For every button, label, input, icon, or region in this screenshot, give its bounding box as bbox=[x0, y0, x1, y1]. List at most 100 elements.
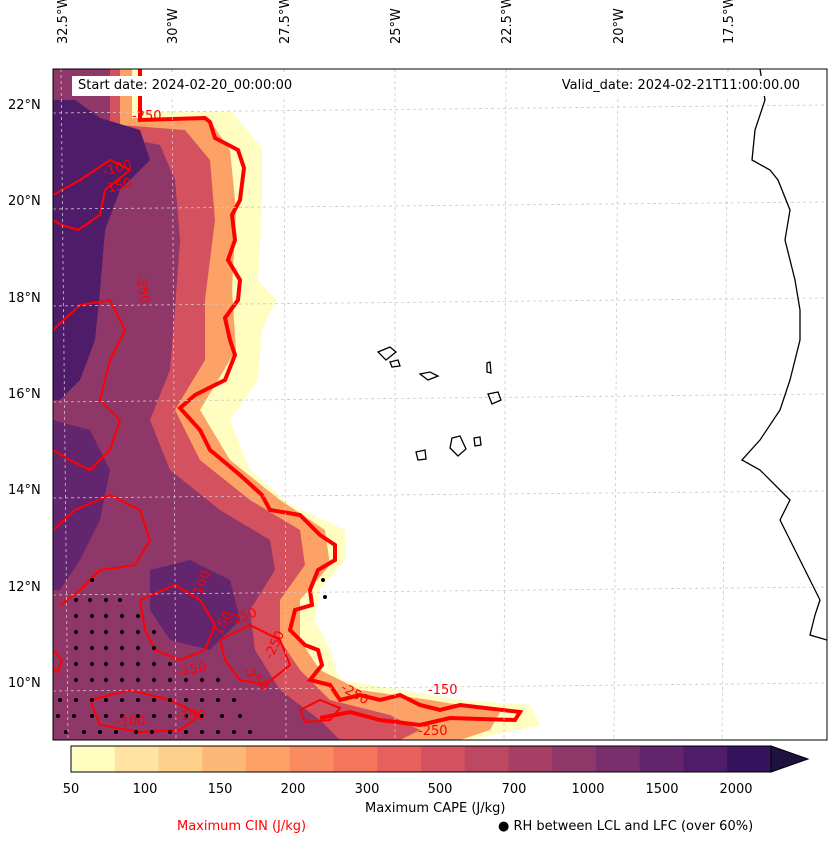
cin-contour bbox=[88, 688, 202, 734]
colorbar-cell bbox=[289, 746, 334, 772]
colorbar-tick: 2000 bbox=[719, 782, 753, 797]
lat-label: 14°N bbox=[8, 483, 41, 498]
rh-stipple-dot bbox=[74, 614, 78, 618]
rh-stipple-dot bbox=[248, 730, 252, 734]
rh-stipple-dot bbox=[321, 578, 325, 582]
rh-stipple-dot bbox=[216, 730, 220, 734]
cape-field-very-high bbox=[150, 560, 240, 650]
rh-stipple-dot bbox=[152, 646, 156, 650]
cin-contour-label: -250 bbox=[132, 109, 162, 124]
cin-contour-label: -150 bbox=[176, 709, 206, 724]
colorbar-tick: 100 bbox=[132, 782, 158, 797]
map-frame bbox=[52, 68, 828, 741]
rh-stipple-dot bbox=[74, 598, 78, 602]
colorbar-label: Maximum CAPE (J/kg) bbox=[365, 801, 506, 816]
start-date-label: Start date: 2024-02-20_00:00:00 bbox=[72, 76, 299, 96]
colorbar-tick: 700 bbox=[501, 782, 527, 797]
rh-stipple-dot bbox=[134, 730, 138, 734]
rh-stipple-dot bbox=[232, 698, 236, 702]
rh-stipple-dot bbox=[74, 662, 78, 666]
lat-label: 20°N bbox=[8, 194, 41, 209]
rh-stipple-dot bbox=[74, 678, 78, 682]
rh-stipple-dot bbox=[184, 678, 188, 682]
colorbar-tick: 50 bbox=[62, 782, 80, 797]
rh-stipple-dot bbox=[152, 630, 156, 634]
rh-stipple-dot bbox=[184, 714, 188, 718]
cape-field-very-high bbox=[53, 100, 150, 400]
rh-stipple-dot bbox=[120, 614, 124, 618]
cin-contour-label: -100 bbox=[101, 158, 133, 180]
cin-contour bbox=[53, 493, 152, 606]
colorbar-cell bbox=[158, 746, 203, 772]
rh-stipple-dot bbox=[98, 730, 102, 734]
cin-contour-label: -150 bbox=[176, 660, 208, 680]
rh-stipple-dot bbox=[152, 662, 156, 666]
colorbar-cell bbox=[639, 746, 684, 772]
colorbar-frame bbox=[70, 745, 772, 773]
colorbar-cell bbox=[333, 746, 378, 772]
rh-stipple-dot bbox=[104, 698, 108, 702]
rh-stipple-dot bbox=[104, 614, 108, 618]
rh-stipple-dot bbox=[74, 630, 78, 634]
cape-field-high bbox=[53, 69, 340, 740]
rh-stipple-dot bbox=[90, 678, 94, 682]
rh-stipple-dot bbox=[104, 714, 108, 718]
rh-stipple-dot bbox=[200, 698, 204, 702]
colorbar-cell bbox=[202, 746, 247, 772]
rh-stipple-dot bbox=[90, 698, 94, 702]
rh-stipple-dot bbox=[152, 714, 156, 718]
rh-stipple-dot bbox=[152, 698, 156, 702]
colorbar-tick: 300 bbox=[354, 782, 380, 797]
valid-date-label: Valid_date: 2024-02-21T11:00:00.00 bbox=[555, 76, 806, 96]
rh-stipple-dot bbox=[120, 714, 124, 718]
rh-stipple-dot bbox=[200, 678, 204, 682]
rh-stipple-dot bbox=[104, 598, 108, 602]
colorbar-cell bbox=[552, 746, 597, 772]
rh-stipple-dot bbox=[168, 662, 172, 666]
rh-stipple-dot bbox=[220, 714, 224, 718]
rh-stipple-dot bbox=[168, 698, 172, 702]
colorbar-cell bbox=[71, 746, 116, 772]
rh-stipple-dot bbox=[74, 698, 78, 702]
colorbar-cell bbox=[727, 746, 772, 772]
rh-stipple-dot bbox=[200, 730, 204, 734]
cin-contour bbox=[53, 298, 127, 472]
rh-stipple-dot bbox=[168, 730, 172, 734]
rh-stipple-dot bbox=[58, 698, 62, 702]
cin-contour-label: -250 bbox=[418, 724, 448, 739]
cin-contour-label: -150 bbox=[428, 683, 458, 698]
rh-stipple-dot bbox=[90, 630, 94, 634]
colorbar-tick: 500 bbox=[427, 782, 453, 797]
rh-stipple-dot bbox=[216, 698, 220, 702]
colorbar-cell bbox=[114, 746, 159, 772]
rh-stipple-dot bbox=[216, 678, 220, 682]
rh-stipple-dot bbox=[90, 614, 94, 618]
cin-boundary-contour bbox=[138, 69, 524, 728]
rh-stipple-dot bbox=[168, 714, 172, 718]
rh-stipple-dot bbox=[136, 714, 140, 718]
colorbar-cell bbox=[596, 746, 641, 772]
cin-contour-label: -150 bbox=[101, 176, 133, 198]
lat-label: 16°N bbox=[8, 387, 41, 402]
lat-label: 18°N bbox=[8, 291, 41, 306]
rh-stipple-dot bbox=[136, 678, 140, 682]
colorbar-cell bbox=[246, 746, 291, 772]
rh-stipple-dot bbox=[82, 730, 86, 734]
rh-legend-label: RH between LCL and LFC (over 60%) bbox=[513, 819, 754, 834]
rh-stipple-dot bbox=[104, 662, 108, 666]
colorbar-extend-arrow bbox=[770, 745, 810, 773]
rh-stipple-dot bbox=[152, 678, 156, 682]
lat-label: 22°N bbox=[8, 98, 41, 113]
rh-stipple-dot bbox=[120, 646, 124, 650]
colorbar-tick: 200 bbox=[280, 782, 306, 797]
lat-label: 12°N bbox=[8, 580, 41, 595]
gridlines bbox=[53, 69, 827, 740]
rh-stipple-dot bbox=[238, 714, 242, 718]
cin-contour bbox=[298, 698, 342, 724]
rh-stipple-dot bbox=[64, 730, 68, 734]
rh-stipple-dot bbox=[150, 730, 154, 734]
rh-stipple-dot bbox=[74, 646, 78, 650]
rh-stipple-dot bbox=[136, 662, 140, 666]
colorbar-tick: 1500 bbox=[645, 782, 679, 797]
